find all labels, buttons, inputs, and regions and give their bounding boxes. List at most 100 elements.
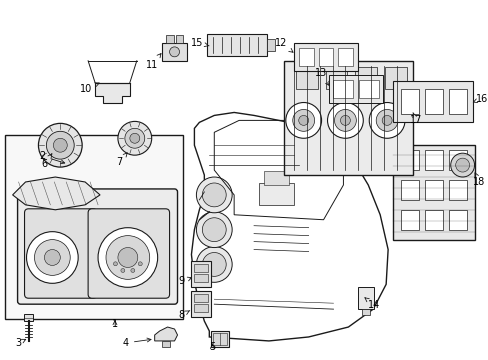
- Text: 16: 16: [472, 94, 488, 104]
- Text: 2: 2: [39, 151, 64, 164]
- Bar: [400, 210, 418, 230]
- Bar: [293, 43, 358, 71]
- Circle shape: [113, 262, 117, 266]
- Circle shape: [334, 109, 356, 131]
- Circle shape: [131, 269, 135, 273]
- Circle shape: [34, 240, 70, 275]
- Circle shape: [292, 109, 314, 131]
- Bar: [207, 34, 266, 56]
- Bar: [392, 145, 473, 240]
- Bar: [194, 304, 208, 312]
- Text: 12: 12: [274, 38, 292, 52]
- Bar: [400, 180, 418, 200]
- Text: 4: 4: [122, 338, 151, 348]
- Bar: [385, 67, 406, 89]
- Circle shape: [98, 228, 157, 287]
- Bar: [318, 48, 333, 66]
- Bar: [400, 89, 418, 114]
- Bar: [359, 80, 378, 98]
- Text: 6: 6: [41, 154, 52, 169]
- Bar: [165, 35, 173, 43]
- Circle shape: [130, 133, 140, 143]
- Circle shape: [298, 116, 308, 125]
- Bar: [448, 180, 466, 200]
- Bar: [283, 61, 412, 175]
- Circle shape: [368, 103, 404, 138]
- Circle shape: [375, 109, 397, 131]
- Bar: [448, 150, 466, 170]
- Bar: [392, 81, 471, 122]
- Circle shape: [138, 262, 142, 266]
- Bar: [424, 89, 442, 114]
- Polygon shape: [191, 112, 387, 341]
- Text: 14: 14: [364, 298, 380, 310]
- Circle shape: [285, 103, 321, 138]
- Polygon shape: [13, 177, 100, 210]
- Bar: [358, 287, 373, 309]
- Bar: [191, 261, 211, 287]
- Bar: [264, 171, 288, 185]
- Polygon shape: [95, 83, 130, 103]
- Circle shape: [202, 252, 226, 276]
- Bar: [338, 48, 353, 66]
- Bar: [424, 180, 442, 200]
- Bar: [266, 39, 274, 51]
- Circle shape: [46, 131, 74, 159]
- Text: 17: 17: [409, 113, 421, 125]
- FancyBboxPatch shape: [18, 189, 177, 304]
- Circle shape: [196, 247, 232, 282]
- Circle shape: [169, 47, 179, 57]
- Circle shape: [455, 158, 468, 172]
- Text: 8: 8: [178, 310, 189, 320]
- Bar: [325, 67, 346, 89]
- Circle shape: [118, 248, 138, 267]
- Text: 1: 1: [112, 319, 118, 329]
- Text: 15: 15: [191, 38, 209, 48]
- Bar: [328, 75, 383, 103]
- Circle shape: [121, 269, 124, 273]
- Circle shape: [196, 177, 232, 213]
- Circle shape: [53, 138, 67, 152]
- Bar: [355, 67, 376, 89]
- Circle shape: [106, 236, 149, 279]
- Circle shape: [124, 129, 144, 148]
- Text: 3: 3: [16, 338, 26, 348]
- Text: 5: 5: [209, 342, 215, 352]
- Bar: [5, 135, 183, 319]
- Bar: [211, 331, 229, 347]
- Circle shape: [382, 116, 391, 125]
- Circle shape: [39, 123, 82, 167]
- Circle shape: [26, 231, 78, 283]
- Text: 18: 18: [472, 173, 485, 187]
- Circle shape: [196, 212, 232, 248]
- FancyBboxPatch shape: [24, 209, 97, 298]
- Bar: [175, 35, 183, 43]
- Text: 9: 9: [178, 276, 191, 286]
- Bar: [333, 80, 353, 98]
- Circle shape: [202, 183, 226, 207]
- Bar: [213, 333, 227, 345]
- Bar: [400, 150, 418, 170]
- FancyBboxPatch shape: [88, 209, 169, 298]
- Bar: [362, 309, 369, 315]
- Circle shape: [340, 116, 350, 125]
- Bar: [424, 150, 442, 170]
- Bar: [448, 210, 466, 230]
- Circle shape: [450, 153, 473, 177]
- Bar: [298, 48, 313, 66]
- Text: 7: 7: [116, 153, 127, 167]
- Bar: [448, 89, 466, 114]
- Bar: [162, 341, 169, 347]
- Bar: [194, 274, 208, 282]
- Bar: [194, 265, 208, 273]
- Bar: [424, 210, 442, 230]
- Text: 13: 13: [314, 68, 329, 86]
- Bar: [162, 43, 187, 61]
- Bar: [295, 67, 317, 89]
- Text: 10: 10: [80, 83, 99, 94]
- Circle shape: [118, 121, 151, 155]
- Bar: [194, 294, 208, 302]
- Circle shape: [202, 218, 226, 242]
- Polygon shape: [154, 327, 177, 341]
- Bar: [23, 314, 33, 321]
